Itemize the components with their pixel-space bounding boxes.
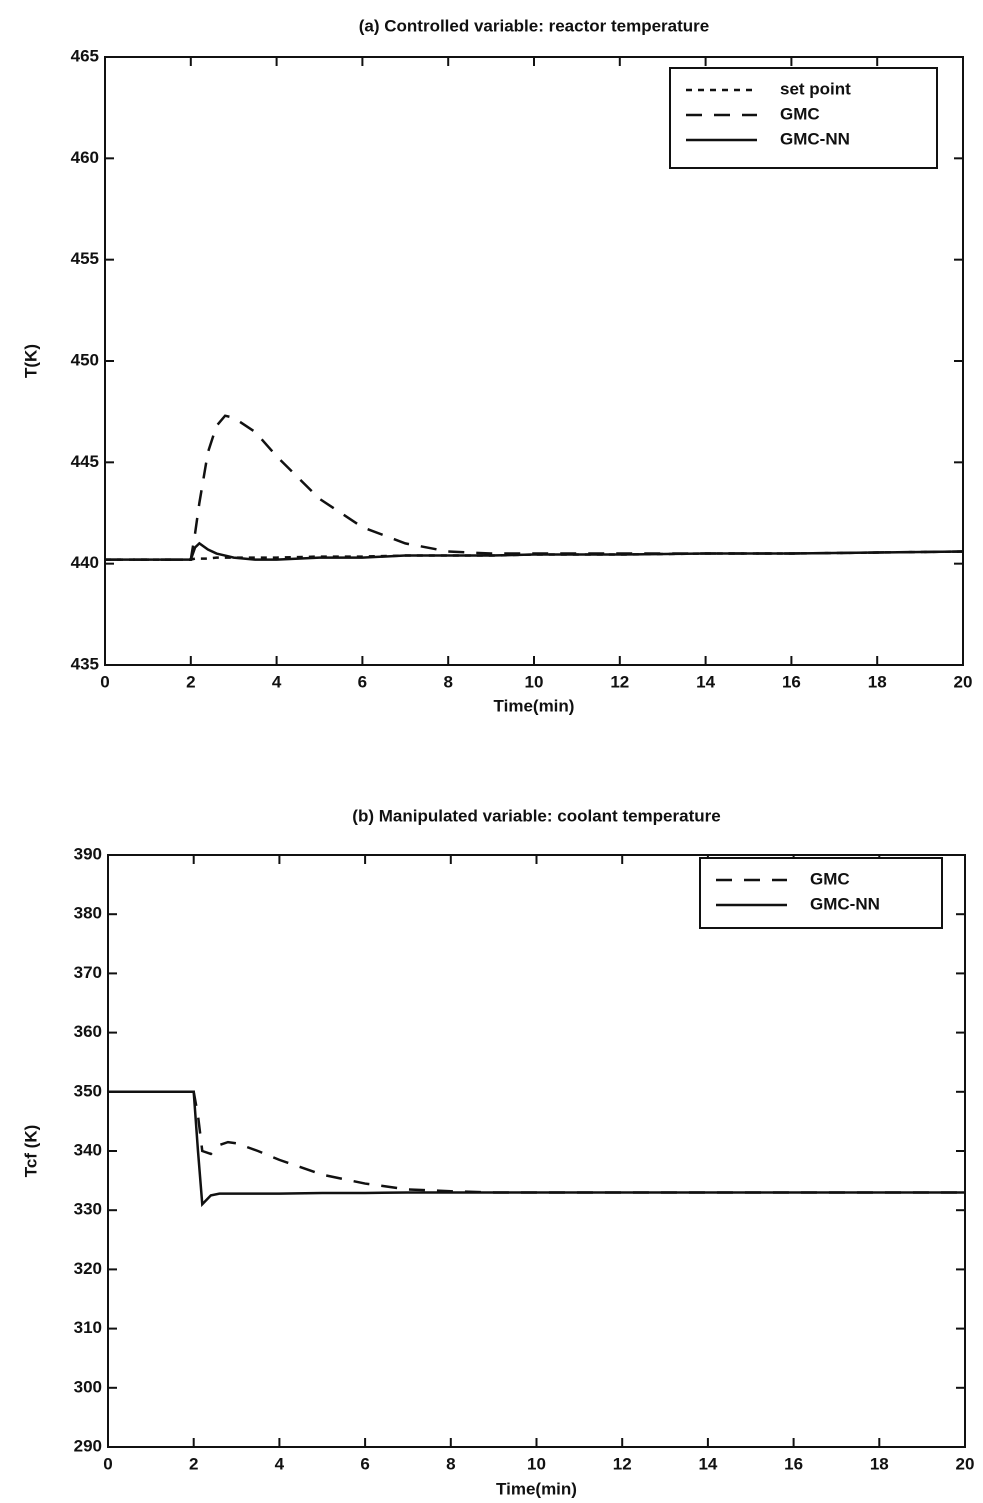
x-tick-label: 18: [868, 672, 887, 691]
series-line: [105, 414, 964, 561]
legend-label: GMC-NN: [780, 129, 850, 148]
y-tick-label: 310: [74, 1318, 102, 1337]
x-tick-label: 10: [527, 1454, 546, 1473]
x-tick-label: 6: [360, 1454, 369, 1473]
x-tick-label: 16: [784, 1454, 803, 1473]
chart-title: (a) Controlled variable: reactor tempera…: [359, 16, 709, 35]
legend-box: [669, 67, 938, 169]
y-tick-label: 370: [74, 963, 102, 982]
y-tick-label: 435: [71, 654, 99, 673]
x-tick-label: 14: [696, 672, 715, 691]
x-tick-label: 0: [103, 1454, 112, 1473]
y-tick-label: 360: [74, 1022, 102, 1041]
x-tick-label: 8: [443, 672, 452, 691]
y-tick-label: 460: [71, 148, 99, 167]
legend: GMC GMC-NN: [699, 857, 943, 929]
y-tick-label: 320: [74, 1259, 102, 1278]
x-tick-label: 18: [870, 1454, 889, 1473]
x-tick-label: 16: [782, 672, 801, 691]
y-axis-label: Tcf (K): [21, 1125, 40, 1178]
x-tick-label: 12: [613, 1454, 632, 1473]
series-line: [108, 1090, 965, 1208]
x-axis-label: Time(min): [496, 1479, 577, 1498]
legend-label: GMC: [810, 869, 850, 888]
legend-label: set point: [780, 79, 851, 98]
x-tick-label: 14: [698, 1454, 717, 1473]
x-tick-label: 20: [954, 672, 973, 691]
x-tick-label: 10: [525, 672, 544, 691]
x-tick-label: 2: [186, 672, 195, 691]
x-tick-label: 2: [189, 1454, 198, 1473]
y-tick-label: 330: [74, 1200, 102, 1219]
y-tick-label: 450: [71, 350, 99, 369]
series-line: [108, 1090, 965, 1194]
y-axis-label: T(K): [21, 344, 40, 378]
x-tick-label: 12: [610, 672, 629, 691]
x-tick-label: 4: [272, 672, 282, 691]
subplot: (b) Manipulated variable: coolant temper…: [21, 806, 974, 1498]
y-tick-label: 390: [74, 844, 102, 863]
legend: set point GMC GMC-NN: [669, 67, 938, 169]
x-tick-label: 4: [275, 1454, 285, 1473]
y-tick-label: 290: [74, 1436, 102, 1455]
legend-box: [699, 857, 943, 929]
y-tick-label: 380: [74, 904, 102, 923]
chart-title: (b) Manipulated variable: coolant temper…: [352, 806, 720, 825]
y-tick-label: 445: [71, 452, 99, 471]
x-tick-label: 8: [446, 1454, 455, 1473]
legend-label: GMC-NN: [810, 894, 880, 913]
y-tick-label: 300: [74, 1377, 102, 1396]
y-tick-label: 465: [71, 46, 99, 65]
plot-frame: [107, 854, 966, 1448]
x-tick-label: 6: [358, 672, 367, 691]
y-tick-label: 455: [71, 249, 99, 268]
x-axis-label: Time(min): [494, 696, 575, 715]
x-tick-label: 20: [956, 1454, 975, 1473]
subplot: (a) Controlled variable: reactor tempera…: [21, 16, 972, 715]
y-tick-label: 350: [74, 1081, 102, 1100]
series-line: [105, 541, 964, 561]
legend-label: GMC: [780, 104, 820, 123]
y-tick-label: 440: [71, 553, 99, 572]
y-tick-label: 340: [74, 1140, 102, 1159]
x-tick-label: 0: [100, 672, 109, 691]
